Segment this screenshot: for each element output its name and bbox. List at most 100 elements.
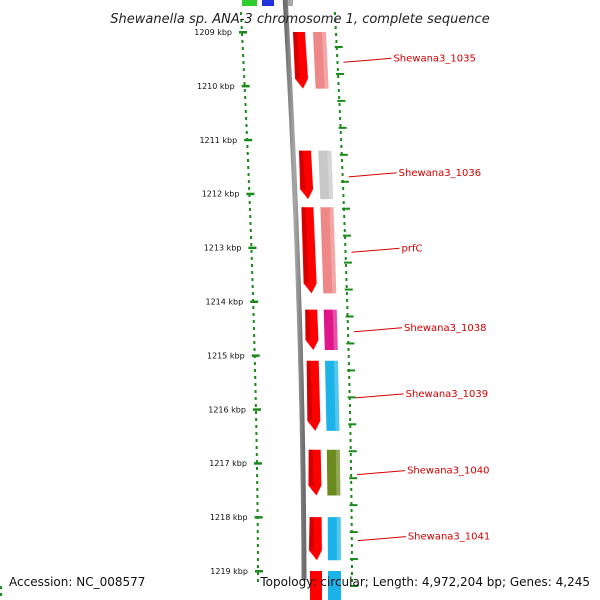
ring-dot: [340, 138, 343, 141]
ring-dot: [344, 243, 347, 246]
ring-dot: [343, 215, 346, 218]
ring-dot: [346, 313, 349, 316]
ring-dot: [338, 96, 341, 99]
ring-dot: [255, 446, 258, 449]
ring-dot: [350, 516, 353, 519]
ring-dot: [252, 306, 255, 309]
ring-dot: [350, 481, 353, 484]
gene-category-box: [318, 150, 334, 200]
ring-dot: [333, 12, 336, 15]
green-feature: [242, 0, 257, 6]
ring-dot: [249, 215, 252, 218]
ring-dot: [344, 257, 347, 260]
gene-label-leader: [355, 393, 404, 399]
ring-dot: [0, 593, 2, 596]
ring-dash: [345, 315, 354, 318]
ring-dot: [247, 166, 250, 169]
ring-dot: [252, 313, 255, 316]
topology-text: Topology: circular; Length: 4,972,204 bp…: [259, 575, 590, 589]
axis-tick-label: 1211 kbp: [199, 136, 237, 145]
ring-dot: [255, 439, 258, 442]
kbp-axis: 1209 kbp 1210 kbp 1211 kbp 1212 kbp 1213 kbp…: [194, 28, 263, 576]
ring-dot: [335, 40, 338, 43]
ring-dot: [338, 103, 341, 106]
ring-dot: [0, 586, 2, 589]
ring-dot: [350, 523, 353, 526]
ring-dash: [350, 585, 358, 587]
ring-dot: [341, 166, 344, 169]
ring-dot: [335, 33, 338, 36]
ring-dot: [349, 453, 352, 456]
ring-dot: [350, 495, 353, 498]
ring-dot: [345, 292, 348, 295]
ring-dot: [244, 103, 247, 106]
ring-dot: [255, 418, 258, 421]
gene-label-leader: [357, 536, 406, 542]
ring-dot: [252, 320, 255, 323]
ring-dot: [254, 390, 257, 393]
ring-dot: [340, 159, 343, 162]
ring-dot: [348, 404, 351, 407]
ring-dot: [250, 243, 253, 246]
ring-dot: [241, 33, 244, 36]
ring-dot: [256, 495, 259, 498]
ring-dash: [349, 504, 358, 507]
gene-arrow-shade: [305, 309, 311, 340]
axis-tick-label: 1219 kbp: [210, 567, 248, 576]
ring-dot: [350, 509, 353, 512]
ring-dash: [334, 46, 343, 48]
ring-dot: [253, 362, 256, 365]
ring-dash: [349, 558, 358, 561]
ring-dot: [337, 75, 340, 78]
ring-dot: [350, 579, 353, 582]
ring-dash: [340, 180, 349, 183]
ring-dot: [350, 474, 353, 477]
ring-dot: [348, 390, 351, 393]
ring-dot: [344, 264, 347, 267]
ring-dot: [345, 271, 348, 274]
ring-dot: [240, 19, 243, 22]
ring-dot: [254, 383, 257, 386]
inner-dotted-ring: [0, 12, 358, 596]
ring-dot: [342, 201, 345, 204]
ring-dot: [256, 481, 259, 484]
ring-dot: [256, 474, 259, 477]
ring-dot: [246, 159, 249, 162]
ring-dot: [345, 278, 348, 281]
ring-dot: [340, 152, 343, 155]
ring-dot: [251, 292, 254, 295]
ring-dot: [256, 502, 259, 505]
ring-dot: [248, 208, 251, 211]
axis-tick-label: 1213 kbp: [204, 244, 242, 253]
map-title: Shewanella sp. ANA-3 chromosome 1, compl…: [110, 12, 489, 27]
ring-dot: [256, 572, 259, 575]
gene-labels: Shewana3_1035 Shewana3_1036 prfC Shewana3_1…: [343, 53, 490, 543]
gene-label-leader: [351, 247, 400, 253]
gene-arrow-shade: [301, 207, 309, 284]
gene-category-box: [313, 32, 329, 89]
ring-dot: [339, 124, 342, 127]
ring-dot: [248, 201, 251, 204]
gene-category-highlight: [336, 517, 341, 561]
ring-dash: [346, 342, 355, 345]
ring-dot: [246, 145, 249, 148]
ring-dot: [339, 131, 342, 134]
axis-tick: [251, 354, 260, 357]
gene-label: Shewana3_1036: [399, 168, 481, 179]
gene-label: prfC: [402, 243, 423, 254]
ring-dot: [246, 152, 249, 155]
ring-dot: [251, 285, 254, 288]
ring-dot: [250, 264, 253, 267]
ring-dot: [245, 131, 248, 134]
ring-dot: [349, 411, 352, 414]
ring-dot: [346, 299, 349, 302]
ring-dot: [250, 257, 253, 260]
ring-dash: [347, 369, 356, 372]
gene-track: [293, 32, 341, 600]
axis-tick: [253, 462, 262, 465]
ring-dot: [245, 117, 248, 120]
ring-dot: [256, 579, 259, 582]
ring-dot: [349, 439, 352, 442]
axis-tick-label: 1210 kbp: [197, 82, 235, 91]
ring-dot: [256, 509, 259, 512]
